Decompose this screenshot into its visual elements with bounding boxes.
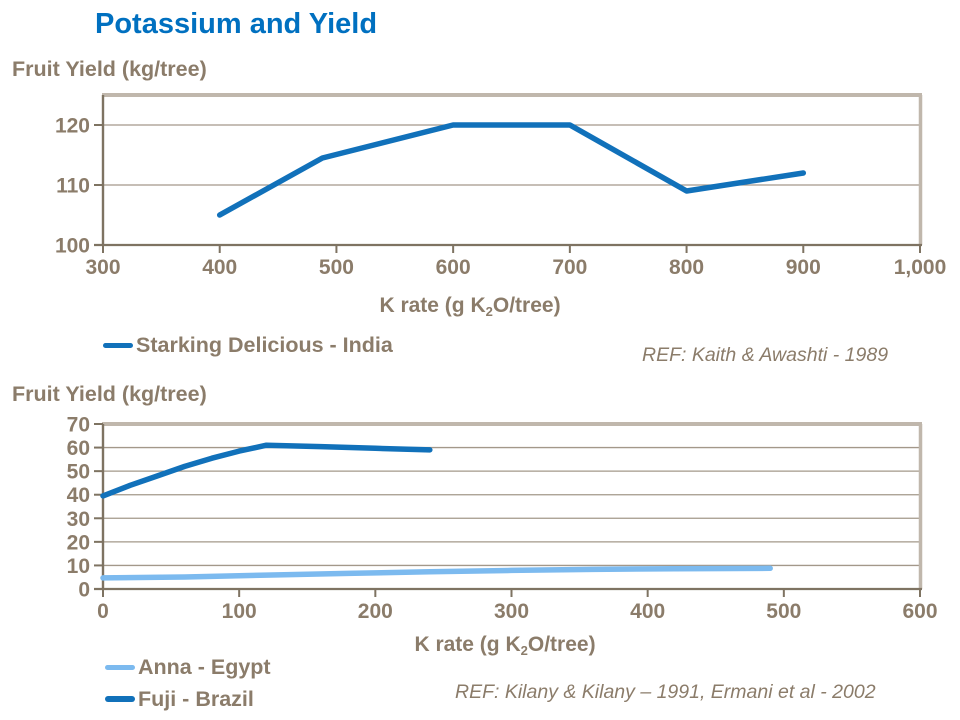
legend-item-starking-delicious: Starking Delicious - India: [103, 334, 393, 357]
legend-label-fuji-brazil: Fuji - Brazil: [138, 686, 254, 711]
svg-text:700: 700: [552, 256, 587, 279]
svg-text:300: 300: [494, 600, 529, 623]
svg-text:900: 900: [786, 256, 821, 279]
svg-text:0: 0: [97, 600, 109, 623]
svg-text:800: 800: [669, 256, 704, 279]
svg-text:400: 400: [630, 600, 665, 623]
svg-text:20: 20: [67, 531, 90, 554]
svg-text:30: 30: [67, 508, 90, 531]
chart2-x-axis-title-suffix: O/tree): [527, 633, 596, 656]
chart2-x-axis-subscript: 2: [520, 642, 528, 658]
svg-text:50: 50: [67, 461, 90, 484]
chart2-reference: REF: Kilany & Kilany – 1991, Ermani et a…: [455, 681, 876, 703]
chart1-reference: REF: Kaith & Awashti - 1989: [642, 344, 889, 366]
line-swatch-fuji-brazil: [105, 696, 135, 702]
svg-text:500: 500: [319, 256, 354, 279]
svg-text:500: 500: [766, 600, 801, 623]
line-swatch-anna-egypt: [105, 664, 135, 671]
page-title: Potassium and Yield: [95, 8, 378, 40]
svg-text:100: 100: [222, 600, 257, 623]
chart1-x-axis-title-text: K rate (g K: [379, 294, 486, 317]
chart2-x-axis-title-text: K rate (g K: [414, 633, 521, 656]
svg-text:1,000: 1,000: [894, 256, 947, 279]
legend-label-starking-delicious: Starking Delicious - India: [136, 333, 393, 357]
svg-text:100: 100: [55, 235, 90, 258]
chart1-x-axis-title: K rate (g K2O/tree): [320, 294, 620, 319]
chart1-x-axis-subscript: 2: [485, 303, 493, 319]
svg-text:300: 300: [85, 256, 120, 279]
svg-text:200: 200: [358, 600, 393, 623]
svg-text:70: 70: [67, 415, 90, 437]
svg-text:120: 120: [55, 115, 90, 138]
chart2-legend: Anna - Egypt Fuji - Brazil: [105, 656, 271, 710]
legend-label-anna-egypt: Anna - Egypt: [138, 655, 271, 679]
svg-text:60: 60: [67, 437, 90, 460]
chart1-x-axis-title-suffix: O/tree): [492, 294, 561, 317]
svg-text:400: 400: [202, 256, 237, 279]
chart1-plot-area: 300 400 500 600 700 800 900 1,000 100 110 120: [55, 93, 947, 279]
svg-text:40: 40: [67, 484, 90, 507]
line-swatch-starking-delicious: [103, 342, 133, 349]
chart2-x-axis-title: K rate (g K2O/tree): [355, 633, 655, 658]
legend-item-anna-egypt: Anna - Egypt: [105, 656, 271, 679]
chart1-y-axis-title: Fruit Yield (kg/tree): [12, 57, 207, 81]
svg-text:600: 600: [436, 256, 471, 279]
svg-text:600: 600: [902, 600, 937, 623]
legend-item-fuji-brazil: Fuji - Brazil: [105, 686, 271, 711]
svg-text:10: 10: [67, 555, 90, 578]
svg-text:110: 110: [56, 175, 90, 198]
svg-text:0: 0: [78, 579, 90, 602]
chart2-y-axis-title: Fruit Yield (kg/tree): [12, 382, 207, 406]
chart1-legend: Starking Delicious - India: [103, 334, 393, 357]
